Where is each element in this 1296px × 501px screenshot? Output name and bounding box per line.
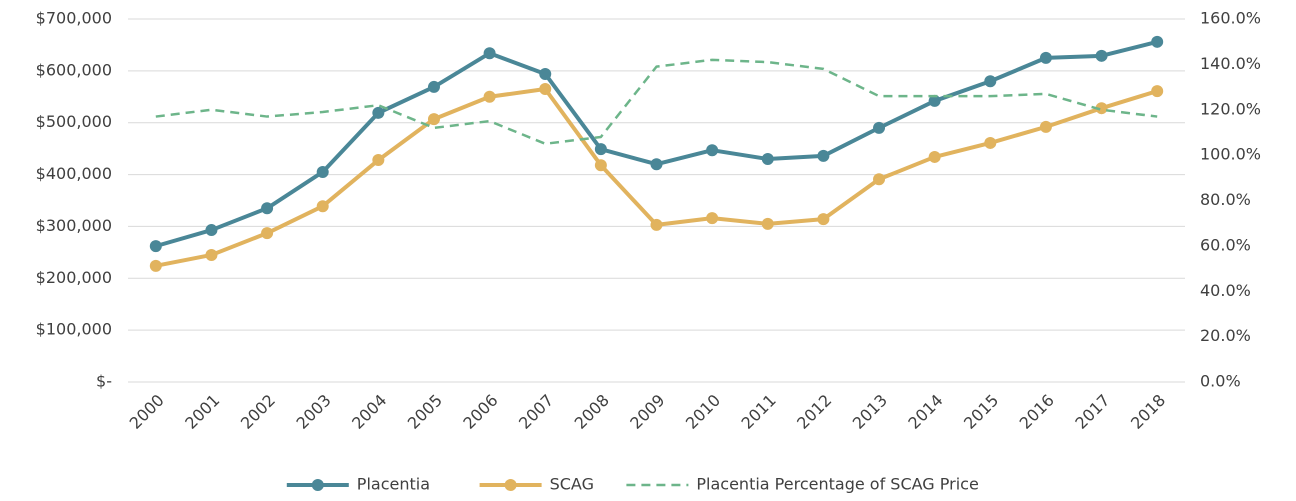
y-tick-label: $300,000 (36, 216, 112, 235)
x-tick-label: 2004 (348, 391, 390, 433)
x-tick-label: 2003 (292, 391, 334, 433)
point (1151, 85, 1164, 98)
point (483, 90, 496, 103)
point (261, 227, 274, 240)
y2-tick-label: 20.0% (1200, 326, 1251, 345)
point (984, 75, 997, 88)
point (372, 154, 385, 167)
x-tick-label: 2014 (904, 391, 946, 433)
series-line (155, 87, 1158, 268)
point (149, 240, 162, 253)
x-tick-label: 2002 (237, 391, 279, 433)
point (427, 113, 440, 126)
y-tick-label: $700,000 (36, 9, 112, 28)
y2-tick-label: 60.0% (1200, 235, 1251, 254)
point (1095, 49, 1108, 62)
point (706, 212, 719, 225)
point (928, 150, 941, 163)
y-tick-label: $500,000 (36, 112, 112, 131)
x-tick-label: 2008 (571, 391, 613, 433)
point (873, 173, 886, 186)
x-tick-label: 2007 (515, 391, 557, 433)
point (539, 67, 552, 80)
x-tick-label: 2000 (126, 391, 168, 433)
legend-label: SCAG (550, 475, 594, 494)
point (706, 144, 719, 157)
y-tick-label: $- (96, 372, 112, 391)
x-tick-label: 2001 (181, 391, 223, 433)
point (594, 159, 607, 172)
point (205, 248, 218, 261)
point (205, 224, 218, 237)
y-tick-label: $400,000 (36, 164, 112, 183)
series-line (155, 58, 1158, 146)
y2-tick-label: 0.0% (1200, 372, 1241, 391)
y2-tick-label: 100.0% (1200, 145, 1261, 164)
point (650, 218, 663, 231)
point (650, 158, 663, 171)
x-tick-label: 2017 (1071, 391, 1113, 433)
point (1095, 102, 1108, 115)
point (1039, 51, 1052, 64)
point (761, 217, 774, 230)
point (817, 213, 830, 226)
x-tick-label: 2010 (682, 391, 724, 433)
point (984, 136, 997, 149)
point (817, 149, 830, 162)
point (261, 202, 274, 215)
legend-marker (311, 479, 324, 491)
point (149, 259, 162, 272)
point (928, 94, 941, 107)
legend-marker (504, 479, 517, 491)
point (539, 83, 552, 96)
point (761, 153, 774, 166)
point (316, 200, 329, 213)
y2-tick-label: 120.0% (1200, 99, 1261, 118)
point (1151, 35, 1164, 48)
y2-tick-label: 80.0% (1200, 190, 1251, 209)
x-tick-label: 2016 (1016, 391, 1058, 433)
x-tick-label: 2013 (849, 391, 891, 433)
y2-tick-label: 40.0% (1200, 281, 1251, 300)
x-tick-label: 2012 (793, 391, 835, 433)
y-tick-label: $600,000 (36, 60, 112, 79)
x-tick-label: 2011 (738, 391, 780, 433)
point (427, 80, 440, 93)
x-tick-label: 2015 (960, 391, 1002, 433)
x-tick-label: 2009 (626, 391, 668, 433)
point (1039, 120, 1052, 133)
x-tick-label: 2005 (404, 391, 446, 433)
y2-tick-label: 160.0% (1200, 9, 1261, 28)
y-tick-label: $200,000 (36, 268, 112, 287)
x-tick-label: 2018 (1127, 391, 1169, 433)
legend-label: Placentia Percentage of SCAG Price (696, 475, 978, 494)
y2-tick-label: 140.0% (1200, 54, 1261, 73)
point (873, 121, 886, 134)
x-tick-label: 2006 (459, 391, 501, 433)
point (483, 47, 496, 60)
point (594, 143, 607, 156)
point (316, 165, 329, 178)
y-tick-label: $100,000 (36, 320, 112, 339)
legend-label: Placentia (357, 475, 430, 494)
point (372, 106, 385, 119)
